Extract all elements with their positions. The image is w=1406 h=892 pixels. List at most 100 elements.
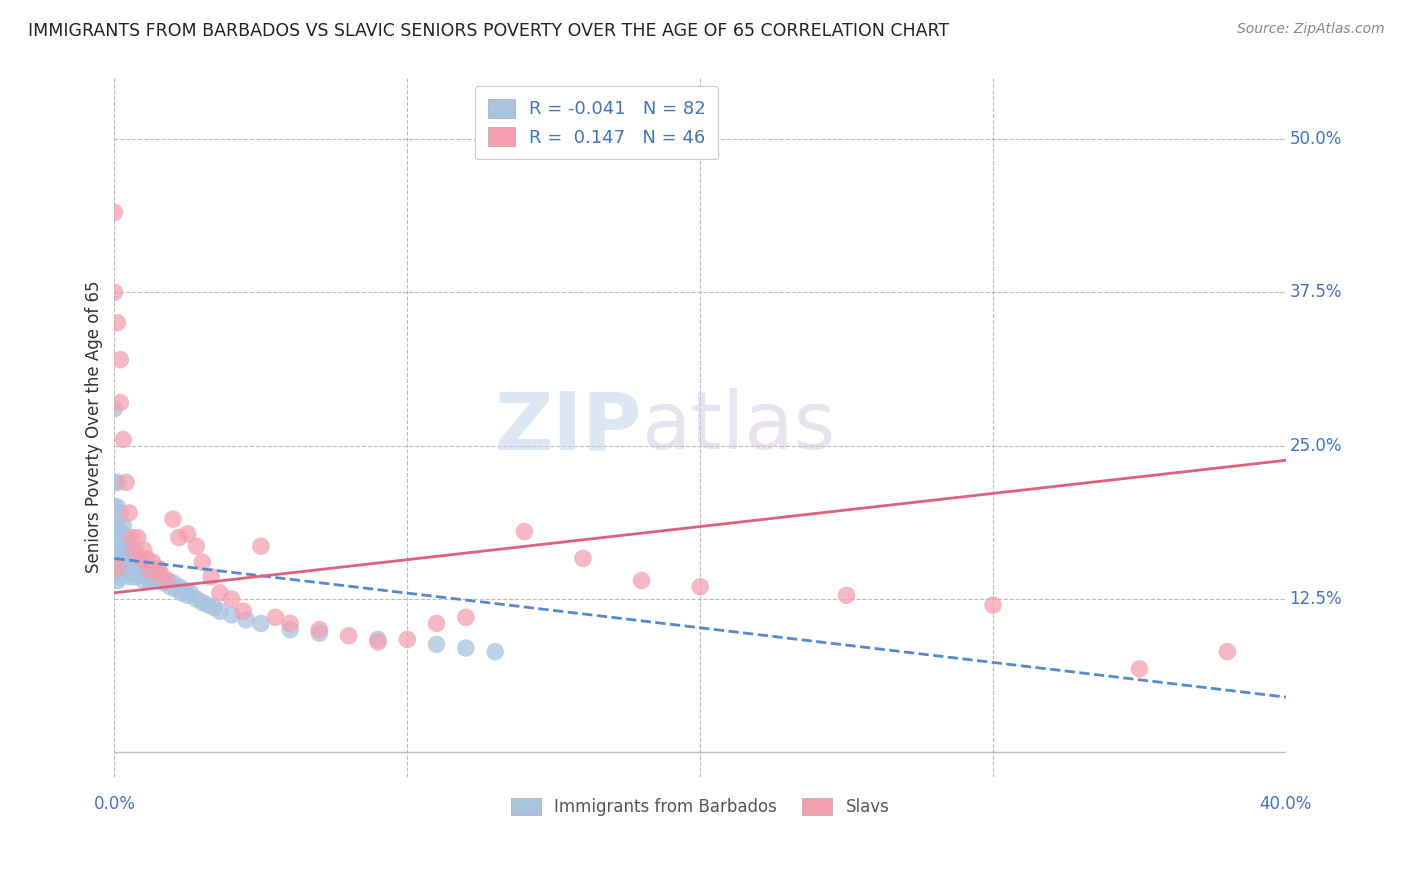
Point	[1216, 645, 1239, 659]
Point	[337, 629, 360, 643]
Point	[103, 512, 125, 526]
Point	[367, 635, 389, 649]
Point	[235, 613, 257, 627]
Point	[148, 564, 170, 578]
Point	[115, 531, 138, 545]
Point	[396, 632, 419, 647]
Point	[132, 542, 155, 557]
Legend: Immigrants from Barbados, Slavs: Immigrants from Barbados, Slavs	[502, 789, 897, 824]
Point	[129, 558, 152, 573]
Point	[426, 616, 449, 631]
Point	[367, 632, 389, 647]
Point	[221, 607, 243, 622]
Point	[115, 542, 138, 557]
Text: atlas: atlas	[641, 388, 837, 467]
Point	[232, 604, 254, 618]
Point	[105, 574, 128, 588]
Point	[110, 524, 132, 539]
Point	[129, 551, 152, 566]
Point	[127, 555, 149, 569]
Point	[208, 586, 231, 600]
Text: 40.0%: 40.0%	[1260, 796, 1312, 814]
Point	[112, 433, 135, 447]
Point	[141, 555, 163, 569]
Point	[103, 564, 125, 578]
Point	[186, 591, 208, 606]
Point	[132, 564, 155, 578]
Point	[105, 542, 128, 557]
Point	[103, 205, 125, 219]
Point	[105, 316, 128, 330]
Point	[1128, 662, 1150, 676]
Point	[165, 582, 187, 596]
Point	[454, 640, 477, 655]
Point	[162, 512, 184, 526]
Point	[124, 561, 146, 575]
Point	[110, 549, 132, 563]
Text: 50.0%: 50.0%	[1289, 130, 1341, 148]
Point	[250, 616, 273, 631]
Point	[135, 561, 157, 575]
Point	[141, 571, 163, 585]
Point	[105, 564, 128, 578]
Point	[689, 580, 711, 594]
Point	[200, 570, 222, 584]
Point	[454, 610, 477, 624]
Text: IMMIGRANTS FROM BARBADOS VS SLAVIC SENIORS POVERTY OVER THE AGE OF 65 CORRELATIO: IMMIGRANTS FROM BARBADOS VS SLAVIC SENIO…	[28, 22, 949, 40]
Point	[110, 570, 132, 584]
Point	[159, 580, 181, 594]
Text: ZIP: ZIP	[495, 388, 641, 467]
Point	[105, 518, 128, 533]
Point	[153, 576, 176, 591]
Point	[121, 566, 143, 581]
Point	[124, 570, 146, 584]
Point	[148, 561, 170, 575]
Point	[191, 555, 214, 569]
Point	[127, 564, 149, 578]
Point	[105, 555, 128, 569]
Point	[121, 547, 143, 561]
Point	[264, 610, 287, 624]
Point	[202, 600, 225, 615]
Point	[167, 531, 190, 545]
Point	[138, 564, 160, 578]
Point	[129, 567, 152, 582]
Point	[103, 401, 125, 416]
Point	[110, 352, 132, 367]
Point	[180, 586, 202, 600]
Point	[426, 637, 449, 651]
Y-axis label: Seniors Poverty Over the Age of 65: Seniors Poverty Over the Age of 65	[86, 281, 103, 574]
Point	[156, 574, 179, 588]
Text: 12.5%: 12.5%	[1289, 590, 1343, 608]
Point	[110, 395, 132, 409]
Point	[176, 527, 198, 541]
Point	[138, 574, 160, 588]
Point	[118, 539, 141, 553]
Point	[103, 475, 125, 490]
Text: 0.0%: 0.0%	[93, 796, 135, 814]
Point	[110, 506, 132, 520]
Point	[145, 567, 167, 582]
Point	[127, 531, 149, 545]
Point	[278, 623, 301, 637]
Point	[162, 576, 184, 591]
Point	[197, 598, 219, 612]
Point	[103, 531, 125, 545]
Point	[156, 574, 179, 588]
Point	[191, 596, 214, 610]
Point	[135, 570, 157, 584]
Point	[176, 588, 198, 602]
Point	[115, 564, 138, 578]
Point	[250, 539, 273, 553]
Point	[115, 555, 138, 569]
Point	[112, 547, 135, 561]
Point	[484, 645, 506, 659]
Point	[112, 518, 135, 533]
Point	[124, 551, 146, 566]
Point	[308, 626, 330, 640]
Point	[103, 285, 125, 300]
Point	[118, 561, 141, 575]
Point	[170, 586, 193, 600]
Point	[105, 500, 128, 514]
Point	[208, 604, 231, 618]
